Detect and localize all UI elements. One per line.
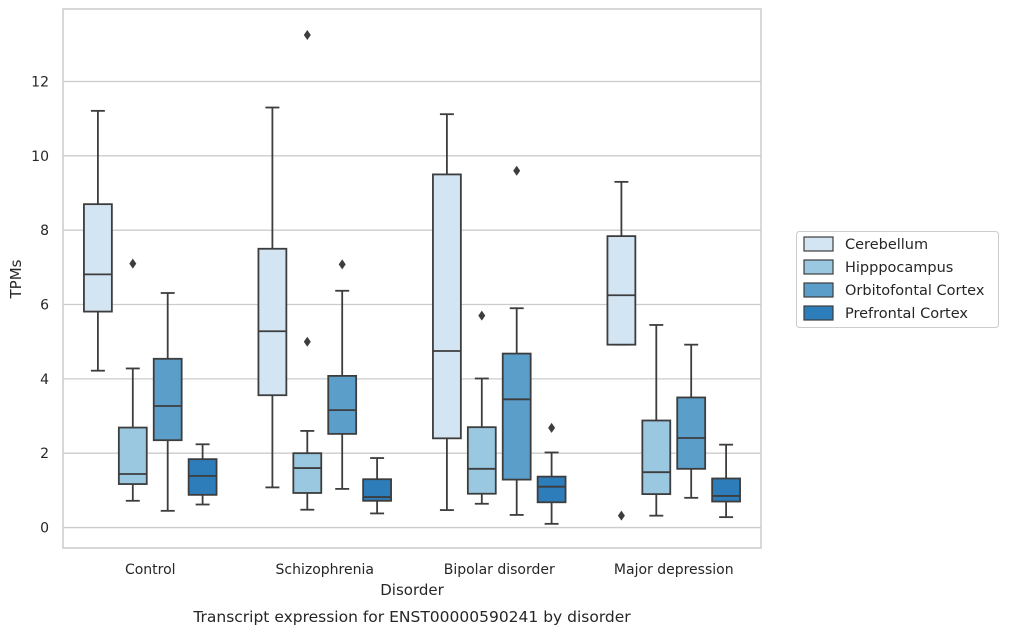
legend-swatch: [803, 236, 834, 252]
box-0-2: [152, 292, 183, 512]
box-iqr: [641, 419, 672, 496]
box-iqr: [187, 458, 218, 496]
x-axis-title: Disorder: [380, 581, 444, 599]
x-tick-label: Major depression: [614, 562, 734, 578]
legend-swatch: [803, 305, 834, 321]
x-tick-label: Control: [125, 562, 176, 578]
y-tick-label: 4: [40, 372, 49, 388]
box-iqr: [676, 396, 707, 470]
y-tick-label: 0: [40, 521, 49, 537]
box-iqr: [606, 235, 637, 346]
box-3-0: [606, 180, 637, 521]
outlier-point: [617, 510, 625, 521]
box-2-2: [501, 165, 532, 516]
box-3-1: [641, 324, 672, 517]
y-axis-title: TPMs: [7, 259, 25, 299]
outlier-point: [338, 259, 346, 270]
box-1-0: [257, 106, 288, 489]
box-0-1: [117, 258, 148, 502]
box-2-1: [466, 310, 497, 505]
outlier-point: [478, 310, 486, 321]
y-tick-label: 2: [40, 446, 49, 462]
outlier-point: [303, 30, 311, 41]
box-1-2: [327, 259, 358, 490]
legend-frame: [796, 231, 999, 328]
outlier-point: [129, 258, 137, 269]
plot-frame: [62, 8, 762, 549]
box-0-3: [187, 443, 218, 506]
box-3-2: [676, 343, 707, 499]
x-tick-label: Bipolar disorder: [444, 562, 555, 578]
legend-swatch: [803, 282, 834, 298]
box-3-3: [711, 443, 741, 519]
box-iqr: [711, 477, 741, 503]
legend-label: Orbitofontal Cortex: [845, 283, 985, 299]
outlier-point: [513, 165, 521, 176]
legend-label: Hipppocampus: [845, 260, 953, 276]
box-0-0: [83, 109, 113, 372]
legend-swatch: [803, 259, 834, 275]
box-1-1: [292, 30, 323, 511]
box-iqr: [466, 426, 497, 495]
box-iqr: [117, 426, 148, 485]
y-tick-labels: 0 2 4 6 8 10 12: [31, 74, 49, 536]
legend-label: Cerebellum: [845, 237, 928, 253]
box-2-3: [536, 422, 567, 525]
box-iqr: [152, 357, 183, 442]
box-iqr: [327, 374, 358, 435]
outlier-point: [548, 422, 556, 433]
box-iqr: [432, 173, 462, 440]
x-tick-labels: Control Schizophrenia Bipolar disorder Majo…: [125, 562, 734, 578]
box-iqr: [501, 352, 532, 481]
box-2-0: [432, 113, 462, 511]
boxplot-marks: [83, 30, 741, 525]
box-iqr: [536, 475, 567, 504]
y-tick-label: 12: [31, 74, 49, 90]
box-iqr: [257, 247, 288, 397]
x-tick-label: Schizophrenia: [276, 562, 374, 578]
box-iqr: [83, 203, 113, 313]
box-iqr: [362, 478, 392, 502]
box-1-3: [362, 457, 392, 515]
box-iqr: [292, 452, 323, 494]
legend-label: Prefrontal Cortex: [845, 306, 968, 322]
legend: Cerebellum Hipppocampus Orbitofontal Corte…: [796, 231, 999, 328]
chart-caption: Transcript expression for ENST0000059024…: [192, 608, 631, 626]
y-tick-label: 10: [31, 149, 49, 165]
y-tick-label: 6: [40, 298, 49, 314]
outlier-point: [303, 336, 311, 347]
y-tick-label: 8: [40, 223, 49, 239]
